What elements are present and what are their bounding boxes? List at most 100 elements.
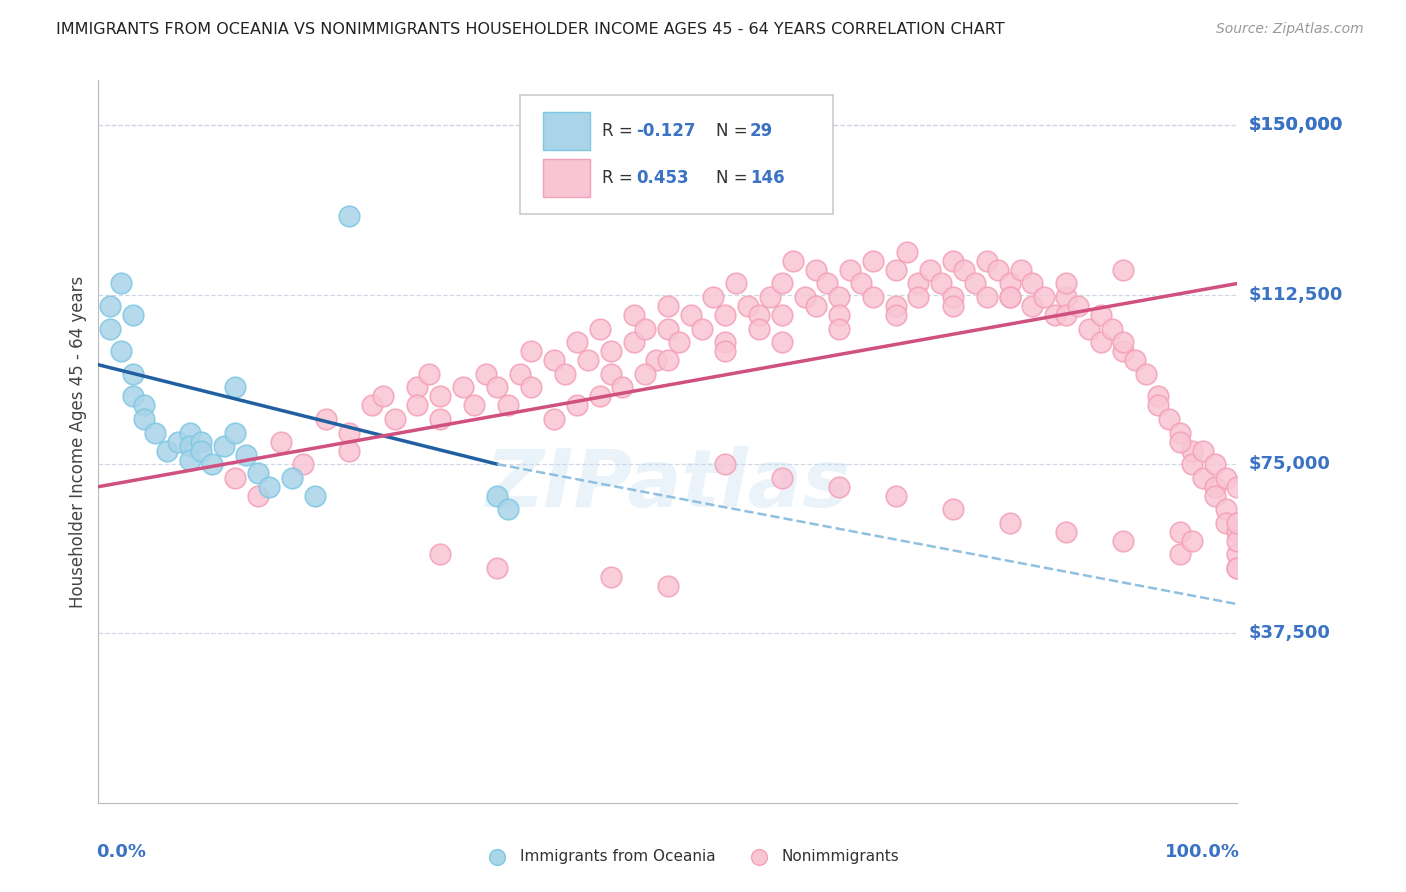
Point bbox=[770, 335, 793, 350]
Point bbox=[998, 290, 1021, 304]
Point bbox=[725, 277, 748, 291]
Point bbox=[600, 367, 623, 381]
Point bbox=[1170, 524, 1192, 539]
Point bbox=[1146, 389, 1168, 403]
Point bbox=[668, 335, 690, 350]
Point bbox=[851, 277, 873, 291]
Text: $112,500: $112,500 bbox=[1249, 285, 1343, 304]
Text: 146: 146 bbox=[749, 169, 785, 186]
Point bbox=[1170, 434, 1192, 449]
Text: 0.453: 0.453 bbox=[636, 169, 689, 186]
Point bbox=[1112, 533, 1135, 548]
Y-axis label: Householder Income Ages 45 - 64 years: Householder Income Ages 45 - 64 years bbox=[69, 276, 87, 607]
Point bbox=[657, 579, 679, 593]
Text: $37,500: $37,500 bbox=[1249, 624, 1330, 642]
Point bbox=[565, 335, 588, 350]
Point bbox=[304, 489, 326, 503]
Point bbox=[600, 570, 623, 584]
Point bbox=[748, 796, 770, 810]
Point bbox=[259, 480, 281, 494]
Point bbox=[179, 452, 201, 467]
Text: ZIPatlas: ZIPatlas bbox=[485, 446, 851, 524]
Point bbox=[235, 448, 257, 462]
Point bbox=[657, 353, 679, 368]
Point bbox=[1204, 489, 1226, 503]
Point bbox=[429, 548, 451, 562]
Point bbox=[1032, 290, 1054, 304]
Text: 29: 29 bbox=[749, 122, 773, 140]
Point bbox=[896, 244, 918, 259]
Text: R =: R = bbox=[602, 122, 638, 140]
Point bbox=[714, 457, 737, 471]
Point bbox=[190, 443, 212, 458]
Point bbox=[384, 412, 406, 426]
Point bbox=[520, 344, 543, 359]
Text: $150,000: $150,000 bbox=[1249, 117, 1343, 135]
Point bbox=[839, 263, 862, 277]
Point bbox=[315, 412, 337, 426]
Point bbox=[657, 299, 679, 313]
Point bbox=[486, 796, 509, 810]
Text: $75,000: $75,000 bbox=[1249, 455, 1330, 473]
Point bbox=[942, 299, 965, 313]
Point bbox=[520, 380, 543, 394]
Point bbox=[224, 470, 246, 484]
Point bbox=[612, 380, 634, 394]
Point bbox=[1204, 457, 1226, 471]
Point bbox=[337, 209, 360, 223]
Point bbox=[748, 321, 770, 335]
Point bbox=[998, 516, 1021, 530]
Point bbox=[179, 439, 201, 453]
Point bbox=[634, 321, 657, 335]
Point bbox=[1135, 367, 1157, 381]
Point bbox=[121, 389, 143, 403]
Point bbox=[1112, 263, 1135, 277]
Point bbox=[201, 457, 224, 471]
Text: R =: R = bbox=[602, 169, 638, 186]
Point bbox=[770, 277, 793, 291]
Point bbox=[406, 380, 429, 394]
Point bbox=[976, 253, 998, 268]
Point bbox=[463, 398, 485, 412]
Point bbox=[770, 470, 793, 484]
FancyBboxPatch shape bbox=[543, 112, 591, 150]
FancyBboxPatch shape bbox=[520, 95, 832, 214]
Point bbox=[509, 367, 531, 381]
Point bbox=[918, 263, 941, 277]
Point bbox=[1021, 277, 1043, 291]
Point bbox=[623, 335, 645, 350]
Point bbox=[1021, 299, 1043, 313]
Point bbox=[770, 308, 793, 322]
Point bbox=[1226, 533, 1249, 548]
Point bbox=[828, 321, 851, 335]
Point bbox=[1170, 548, 1192, 562]
Point bbox=[1226, 548, 1249, 562]
Point bbox=[1226, 561, 1249, 575]
Point bbox=[1054, 524, 1078, 539]
Point bbox=[145, 425, 167, 440]
Point bbox=[1054, 308, 1078, 322]
Point bbox=[1112, 335, 1135, 350]
Point bbox=[1078, 321, 1101, 335]
Point bbox=[942, 502, 965, 516]
Point bbox=[815, 277, 838, 291]
Text: Immigrants from Oceania: Immigrants from Oceania bbox=[520, 849, 716, 864]
Point bbox=[714, 344, 737, 359]
Text: Nonimmigrants: Nonimmigrants bbox=[782, 849, 900, 864]
Point bbox=[98, 299, 121, 313]
Text: -0.127: -0.127 bbox=[636, 122, 696, 140]
Point bbox=[737, 299, 759, 313]
Point bbox=[270, 434, 292, 449]
Point bbox=[828, 308, 851, 322]
Point bbox=[1054, 277, 1078, 291]
Point bbox=[371, 389, 394, 403]
Text: N =: N = bbox=[716, 169, 752, 186]
Point bbox=[121, 367, 143, 381]
Point bbox=[953, 263, 976, 277]
Point bbox=[1226, 516, 1249, 530]
Point bbox=[1181, 457, 1204, 471]
Point bbox=[1192, 443, 1215, 458]
Point bbox=[486, 489, 509, 503]
Point bbox=[224, 380, 246, 394]
Point bbox=[1043, 308, 1066, 322]
